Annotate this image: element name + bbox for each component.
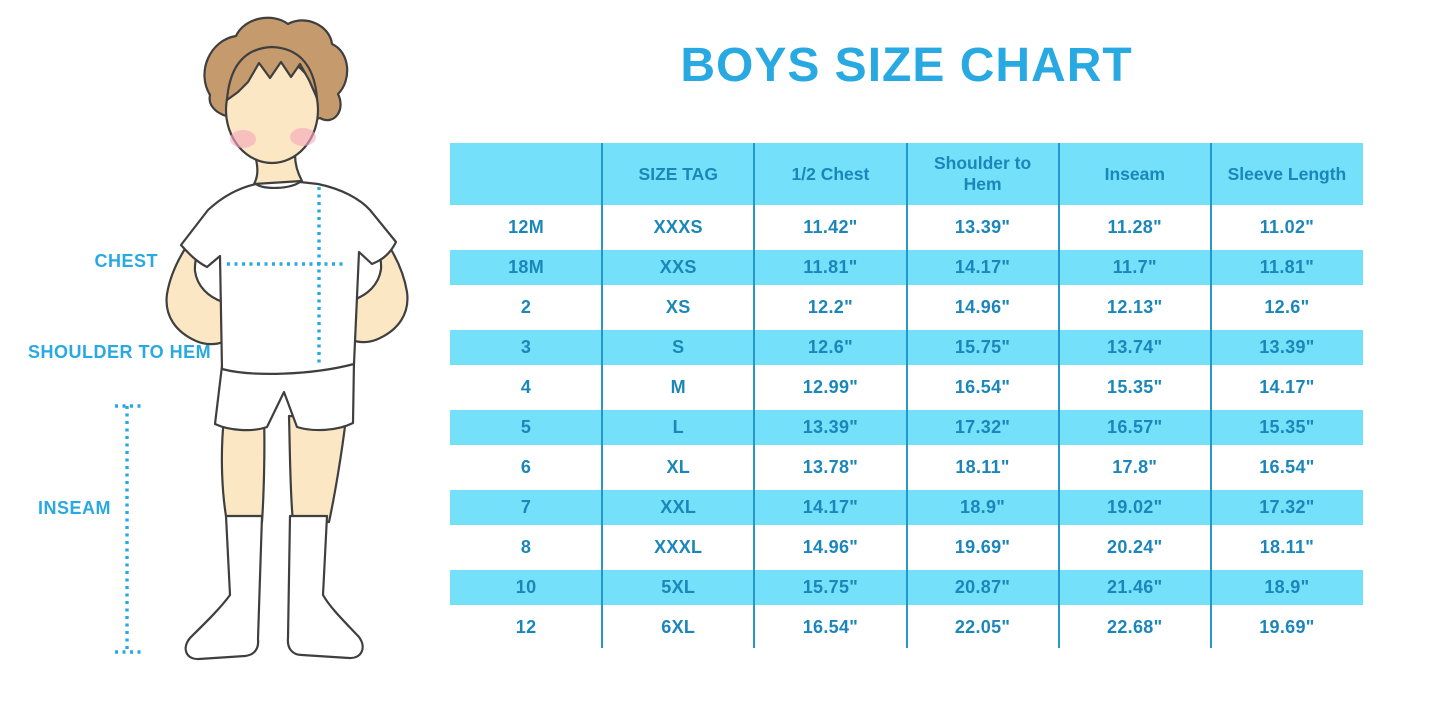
row-value-cell: 14.17" [954,257,1011,277]
row-size-cell: 12 [515,617,537,637]
row-size-cell: 4 [520,377,532,397]
row-size-cell: 2 [520,297,532,317]
row-value-cell: 11.02" [1259,217,1315,237]
row-value-cell: 17.32" [1259,497,1315,517]
row-value-cell: 18.11" [1259,537,1315,557]
tshirt-shape [179,180,398,375]
row-value-cell: 19.69" [1259,617,1315,637]
row-value-cell: 6XL [661,617,696,637]
column-divider [905,143,908,648]
row-value-cell: 14.17" [802,497,859,517]
row-value-cell: 11.28" [1107,217,1162,237]
header-cell: Shoulder to Hem [933,153,1032,194]
shoulder-to-hem-label: SHOULDER TO HEM [28,342,212,362]
row-size-cell: 6 [520,457,532,477]
row-value-cell: 18.9" [960,497,1006,517]
row-value-cell: 14.96" [802,537,859,557]
row-value-cell: 12.6" [807,337,853,357]
row-value-cell: M [670,377,686,397]
column-divider [753,143,756,648]
row-value-cell: 21.46" [1107,577,1163,597]
left-blush-shape [230,130,256,148]
left-arm-shape [165,212,236,346]
row-value-cell: 11.42" [803,217,858,237]
row-value-cell: 13.39" [954,217,1011,237]
header-cell: Sleeve Length [1227,163,1347,184]
row-value-cell: XXS [659,257,697,277]
row-value-cell: 15.75" [954,337,1011,357]
row-size-cell: 12M [508,217,545,237]
row-value-cell: 13.39" [1259,337,1315,357]
header-cell: 1/2 Chest [791,163,870,184]
hair-fringe-shape [225,45,319,102]
row-value-cell: XXXS [653,217,703,237]
row-value-cell: XXL [660,497,697,517]
right-arm-shape [340,212,409,344]
row-value-cell: 16.54" [802,617,859,637]
row-value-cell: 11.81" [803,257,858,277]
row-value-cell: XS [665,297,691,317]
row-value-cell: 13.78" [802,457,859,477]
row-size-cell: 5 [520,417,532,437]
left-sock-shape [184,514,264,661]
row-value-cell: 15.35" [1107,377,1163,397]
row-value-cell: 22.68" [1107,617,1163,637]
row-size-cell: 8 [520,537,532,557]
column-divider [601,143,604,648]
page-title: BOYS SIZE CHART [680,39,1133,92]
row-value-cell: 12.99" [802,377,859,397]
header-cell: Inseam [1104,163,1165,184]
row-size-cell: 18M [508,257,545,277]
right-sock-shape [286,514,364,660]
row-value-cell: S [672,337,685,357]
row-value-cell: 22.05" [954,617,1011,637]
boy-illustration-icon [115,16,409,661]
row-value-cell: L [672,417,684,437]
row-size-cell: 10 [515,577,537,597]
row-value-cell: 12.2" [807,297,853,317]
row-value-cell: 13.74" [1107,337,1163,357]
row-size-cell: 3 [520,337,532,357]
row-value-cell: 5XL [661,577,696,597]
row-value-cell: 17.8" [1112,457,1158,477]
right-leg-shape [287,414,348,524]
row-value-cell: 12.6" [1264,297,1310,317]
row-value-cell: 14.17" [1259,377,1315,397]
row-value-cell: 16.54" [954,377,1011,397]
row-value-cell: 18.11" [955,457,1010,477]
row-value-cell: 11.7" [1112,257,1157,277]
row-value-cell: 16.57" [1107,417,1163,437]
row-value-cell: 19.02" [1107,497,1163,517]
row-value-cell: 13.39" [802,417,859,437]
header-cell: SIZE TAG [638,163,718,184]
row-value-cell: 19.69" [954,537,1011,557]
row-value-cell: 20.24" [1107,537,1163,557]
left-leg-shape [220,414,266,524]
row-value-cell: 18.9" [1264,577,1310,597]
row-value-cell: 12.13" [1107,297,1163,317]
size-table: SIZE TAG 1/2 Chest Shoulder to Hem Inseam Sl… [450,143,1363,648]
row-value-cell: 11.81" [1259,257,1315,277]
measurement-figure: CHEST SHOULDER TO HEM INSEAM [0,0,450,723]
chest-label: CHEST [94,251,158,271]
column-divider [1209,143,1212,648]
row-value-cell: 16.54" [1259,457,1315,477]
row-value-cell: 14.96" [954,297,1011,317]
row-value-cell: XL [666,457,691,477]
column-divider [1057,143,1060,648]
right-blush-shape [290,128,316,146]
row-value-cell: 15.35" [1259,417,1315,437]
inseam-label: INSEAM [38,498,112,518]
row-value-cell: 15.75" [802,577,859,597]
row-value-cell: 20.87" [954,577,1011,597]
row-value-cell: 17.32" [954,417,1011,437]
row-size-cell: 7 [520,497,532,517]
row-value-cell: XXXL [654,537,703,557]
